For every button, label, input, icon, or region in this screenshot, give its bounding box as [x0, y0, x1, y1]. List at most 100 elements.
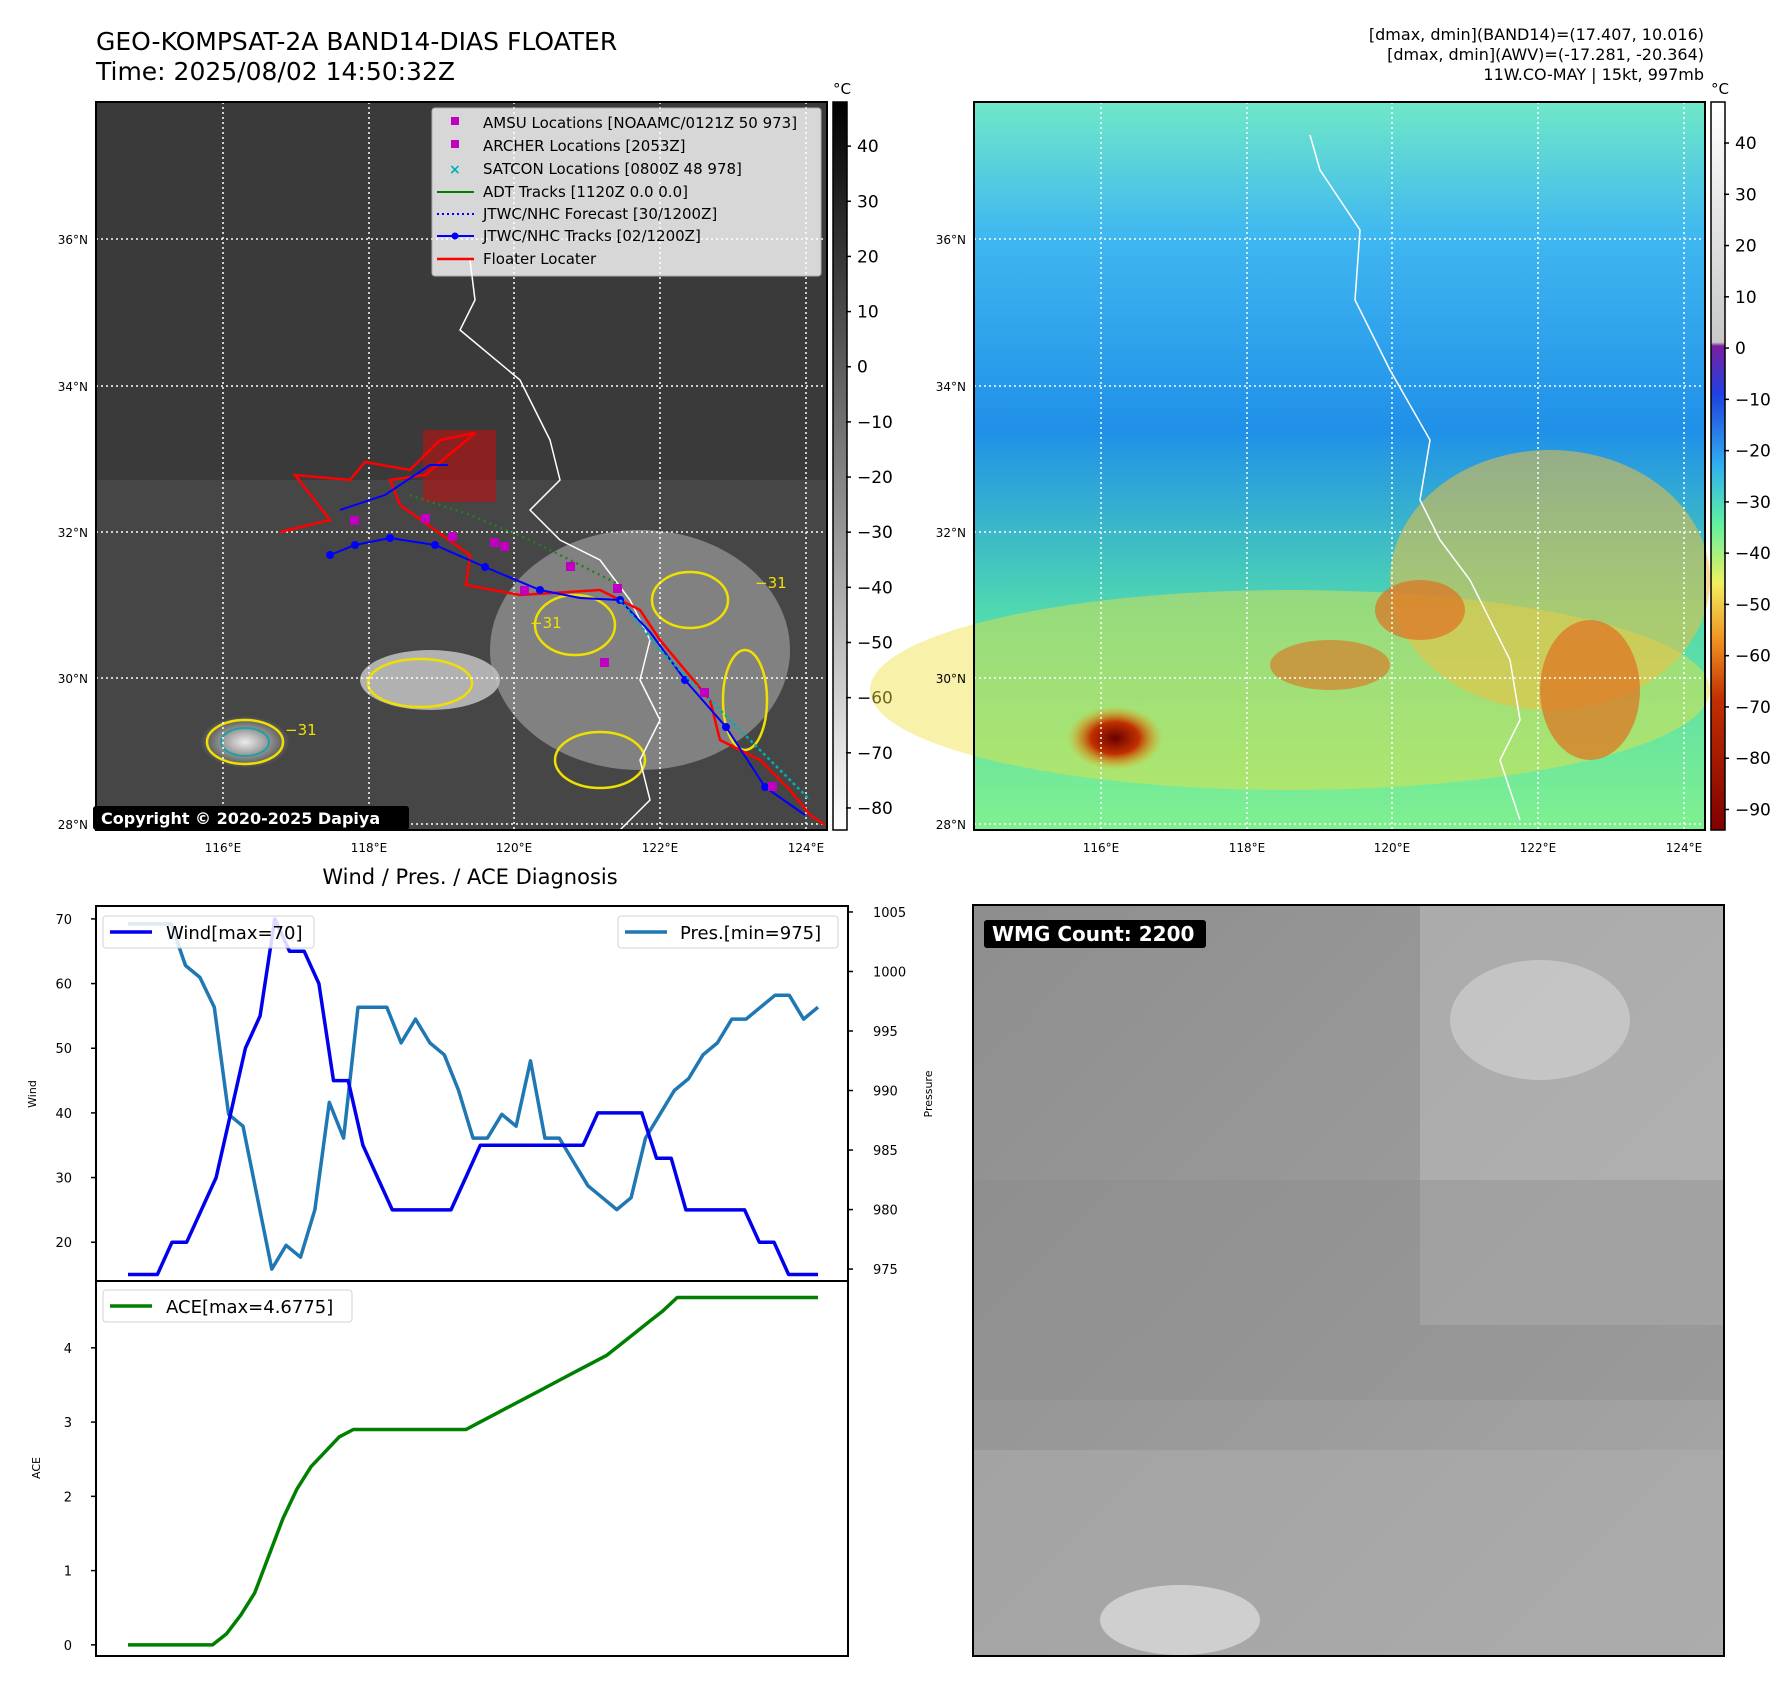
wv-cell — [1375, 580, 1465, 640]
ir-colorbar-tick-label: −70 — [857, 744, 893, 764]
ir-colorbar-tick-label: −80 — [857, 799, 893, 819]
wv-lat-ticks: 28°N 30°N 32°N 34°N 36°N — [936, 233, 966, 832]
ir-storm-cell — [200, 716, 290, 768]
ir-jtwc-forecast — [409, 493, 621, 587]
pressure-tick-label: 995 — [873, 1025, 898, 1040]
pressure-legend-label: Pres.[min=975] — [680, 923, 821, 944]
ace-tick-label: 1 — [64, 1565, 72, 1580]
wind-legend-label: Wind[max=70] — [166, 923, 303, 944]
ir-amsu-points — [350, 514, 777, 791]
ir-contour — [205, 718, 285, 766]
figure-title: GEO-KOMPSAT-2A BAND14-DIAS FLOATER — [96, 27, 617, 56]
ir-coastline — [459, 259, 661, 831]
wv-colorbar-unit: °C — [1711, 80, 1729, 98]
wv-colorbar-tick-label: −80 — [1735, 749, 1771, 769]
pressure-legend: Pres.[min=975] — [617, 915, 839, 949]
svg-text:116°E: 116°E — [205, 841, 242, 855]
wv-colorbar-ticks: 40 30 20 10 0 −10 −20 −30 −40 −50 −60 −70 −80 −90 — [1724, 134, 1771, 820]
wind-tick-label: 60 — [55, 978, 72, 993]
wmg-count-box — [984, 920, 1206, 948]
svg-text:122°E: 122°E — [1520, 841, 1557, 855]
wind-tick-label: 30 — [55, 1172, 72, 1187]
legend-label: Floater Locater — [483, 250, 597, 268]
pressure-tick-label: 1005 — [873, 906, 906, 921]
ir-lat-ticks: 28°N 30°N 32°N 34°N 36°N — [58, 233, 88, 832]
wmg-dark-band — [973, 1180, 1724, 1400]
ace-axis-label: ACE — [30, 1457, 43, 1479]
pressure-series-line — [128, 922, 820, 1271]
legend-label: JTWC/NHC Forecast [30/1200Z] — [482, 205, 717, 223]
ace-tick-label: 4 — [64, 1342, 72, 1357]
wind-legend: Wind[max=70] — [102, 915, 315, 949]
copyright-box — [93, 806, 409, 830]
ace-frame — [95, 1280, 849, 1657]
ir-colorbar-tick-label: 0 — [857, 358, 868, 378]
svg-text:28°N: 28°N — [936, 818, 966, 832]
chart-title: Wind / Pres. / ACE Diagnosis — [322, 865, 617, 889]
ir-colorbar-tick-label: −10 — [857, 413, 893, 433]
wv-colorbar-tick-label: −20 — [1735, 442, 1771, 462]
ir-frame — [95, 101, 828, 831]
ir-colorbar-unit: °C — [833, 80, 851, 98]
info-awv: [dmax, dmin](AWV)=(-17.281, -20.364) — [1387, 45, 1704, 64]
ace-series-line — [128, 1295, 818, 1647]
ir-contour-label: −31 — [530, 614, 562, 632]
wv-frame — [973, 101, 1706, 831]
copyright-text: Copyright © 2020-2025 Dapiya — [101, 809, 380, 828]
svg-text:28°N: 28°N — [58, 818, 88, 832]
wv-cell — [1540, 620, 1640, 760]
ir-contour — [721, 648, 769, 752]
svg-text:30°N: 30°N — [58, 672, 88, 686]
pressure-tick-label: 990 — [873, 1085, 898, 1100]
svg-text:116°E: 116°E — [1083, 841, 1120, 855]
ir-colorbar-tick-label: 40 — [857, 137, 879, 157]
ir-contour — [650, 570, 730, 630]
svg-text:34°N: 34°N — [58, 380, 88, 394]
wind-yticks: 20 30 40 50 60 70 — [55, 913, 96, 1251]
info-band14: [dmax, dmin](BAND14)=(17.407, 10.016) — [1369, 25, 1704, 44]
wv-colorbar-tick-label: −90 — [1735, 800, 1771, 820]
ir-colorbar-tick-label: −30 — [857, 523, 893, 543]
legend-label: AMSU Locations [NOAAMC/0121Z 50 973] — [483, 114, 797, 132]
legend-label: SATCON Locations [0800Z 48 978] — [483, 160, 742, 178]
legend-label: ARCHER Locations [2053Z] — [483, 137, 686, 155]
pressure-tick-label: 980 — [873, 1204, 898, 1219]
wv-colorbar-tick-label: −10 — [1735, 390, 1771, 410]
svg-text:32°N: 32°N — [936, 526, 966, 540]
wind-tick-label: 70 — [55, 913, 72, 928]
pressure-axis-label: Pressure — [922, 1070, 935, 1117]
legend-marker-archer — [451, 140, 459, 148]
ir-colorbar — [832, 101, 848, 831]
wv-colorbar — [1710, 101, 1726, 831]
legend-label: ADT Tracks [1120Z 0.0 0.0] — [483, 183, 688, 201]
ir-legend: AMSU Locations [NOAAMC/0121Z 50 973] ARC… — [431, 107, 822, 277]
wv-colorbar-tick-label: −60 — [1735, 647, 1771, 667]
ir-satcon-track — [619, 599, 811, 801]
wmg-bright-spot — [1450, 960, 1630, 1080]
wv-colorbar-tick-label: 20 — [1735, 237, 1757, 257]
wv-colorbar-tick-label: 30 — [1735, 185, 1757, 205]
wind-pressure-series — [128, 917, 820, 1277]
wmg-bright-spot — [1100, 1585, 1260, 1655]
ace-tick-label: 0 — [64, 1639, 72, 1654]
wind-tick-label: 20 — [55, 1236, 72, 1251]
svg-text:122°E: 122°E — [642, 841, 679, 855]
svg-text:118°E: 118°E — [1229, 841, 1266, 855]
ir-lon-ticks: 116°E 118°E 120°E 122°E 124°E — [205, 841, 825, 855]
wv-gridlines — [974, 102, 1705, 830]
svg-text:118°E: 118°E — [351, 841, 388, 855]
ir-colorbar-tick-label: 30 — [857, 192, 879, 212]
wind-tick-label: 50 — [55, 1042, 72, 1057]
legend-label: JTWC/NHC Tracks [02/1200Z] — [482, 227, 701, 245]
wv-colorbar-tick-label: −40 — [1735, 544, 1771, 564]
wv-moist-mass — [1390, 450, 1710, 710]
ir-colorbar-tick-label: −60 — [857, 689, 893, 709]
wind-series-line — [128, 917, 818, 1277]
svg-text:36°N: 36°N — [936, 233, 966, 247]
ace-legend-label: ACE[max=4.6775] — [166, 1297, 333, 1318]
wv-cell — [1270, 640, 1390, 690]
ir-floater-locater — [279, 431, 826, 827]
wind-axis-label: Wind — [26, 1080, 39, 1108]
pressure-tick-label: 1000 — [873, 965, 906, 980]
